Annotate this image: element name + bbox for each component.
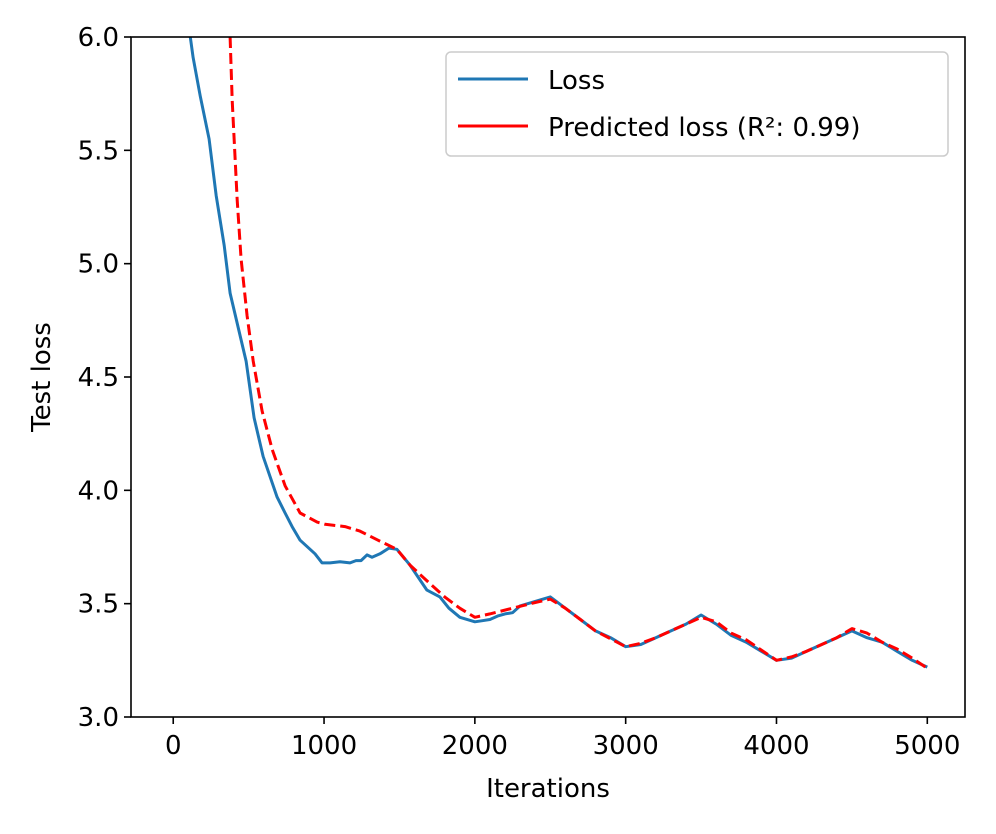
- x-tick-label: 3000: [593, 731, 659, 761]
- y-tick-label: 5.0: [78, 250, 119, 280]
- x-axis-label: Iterations: [486, 774, 610, 804]
- y-tick-label: 3.5: [78, 590, 119, 620]
- y-tick-label: 4.5: [78, 363, 119, 393]
- y-tick-label: 5.5: [78, 136, 119, 166]
- plot-frame: [130, 36, 966, 718]
- x-tick-label: 5000: [894, 731, 960, 761]
- y-tick-label: 4.0: [78, 476, 119, 506]
- x-axis-ticks: 0 1000 2000 3000 4000 5000: [165, 717, 960, 761]
- x-tick-label: 2000: [442, 731, 508, 761]
- legend: Loss Predicted loss (R²: 0.99): [445, 51, 949, 157]
- y-axis-ticks: 3.0 3.5 4.0 4.5 5.0 5.5 6.0: [78, 23, 131, 733]
- legend-box: [445, 51, 949, 157]
- x-tick-label: 4000: [743, 731, 809, 761]
- y-tick-label: 6.0: [78, 23, 119, 53]
- x-tick-label: 0: [165, 731, 182, 761]
- legend-label-loss: Loss: [548, 66, 605, 96]
- plot-lines: [188, 37, 929, 670]
- y-tick-label: 3.0: [78, 703, 119, 733]
- x-tick-label: 1000: [291, 731, 357, 761]
- y-axis-label: Test loss: [27, 322, 57, 433]
- legend-label-predicted: Predicted loss (R²: 0.99): [548, 113, 861, 143]
- predicted-loss-line: [228, 37, 929, 670]
